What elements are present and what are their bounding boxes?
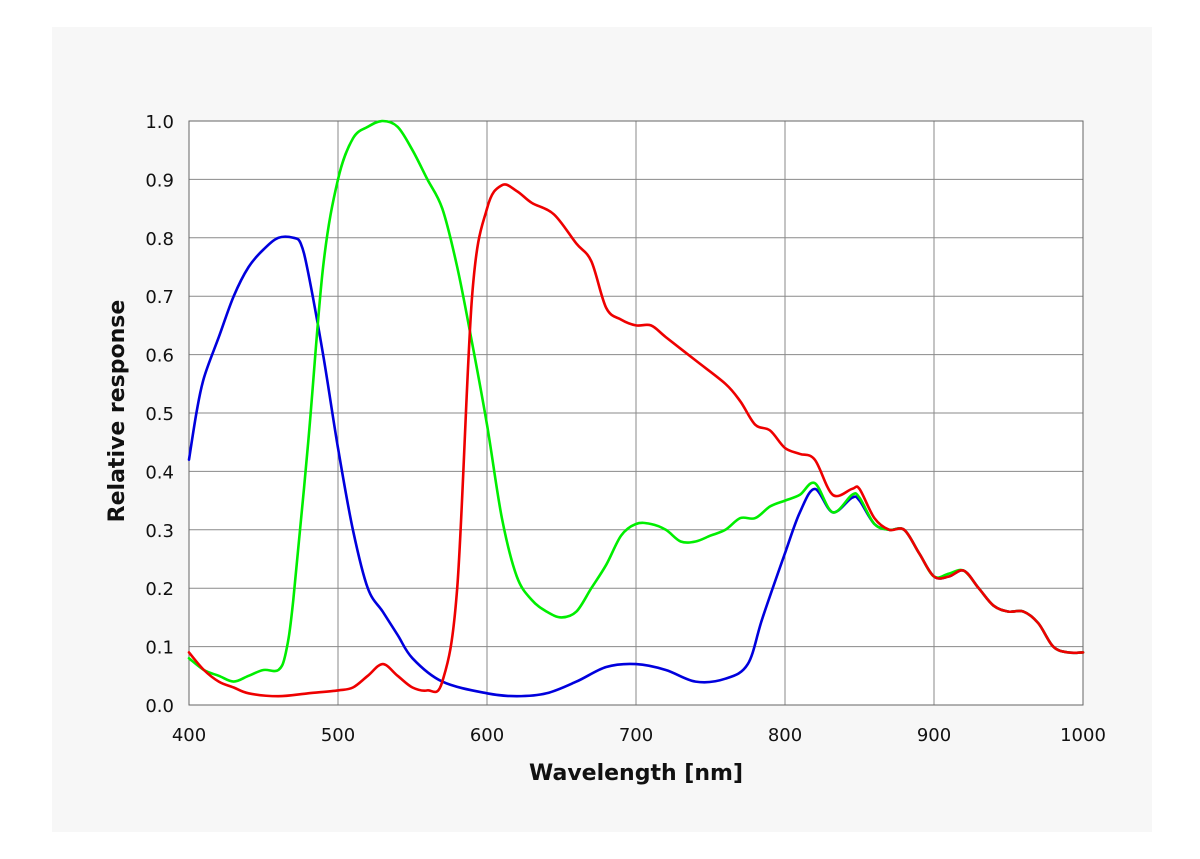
y-tick-label: 0.5 xyxy=(145,404,174,425)
x-tick-label: 800 xyxy=(768,725,802,746)
y-tick-label: 0.9 xyxy=(145,170,174,191)
y-tick-label: 0.7 xyxy=(145,287,174,308)
x-tick-label: 400 xyxy=(172,725,206,746)
y-tick-label: 0.3 xyxy=(145,521,174,542)
y-tick-label: 0.8 xyxy=(145,229,174,250)
tick-labels: 400 500 600 700 800 900 1000 0.0 0.1 0.2 0.3 0.4 0.5… xyxy=(145,112,1106,746)
series-line-red xyxy=(187,183,1085,698)
x-tick-label: 600 xyxy=(470,725,504,746)
grid-lines xyxy=(188,120,1084,706)
y-tick-label: 0.6 xyxy=(145,346,174,367)
y-tick-label: 0.4 xyxy=(145,462,174,483)
x-axis-title: Wavelength [nm] xyxy=(529,761,743,786)
y-tick-label: 0.2 xyxy=(145,579,174,600)
y-tick-label: 1.0 xyxy=(145,112,174,133)
y-axis-title: Relative response xyxy=(105,300,130,523)
series-lines xyxy=(187,119,1085,698)
x-tick-label: 1000 xyxy=(1060,725,1106,746)
plot-frame xyxy=(188,120,1084,706)
x-tick-label: 900 xyxy=(917,725,951,746)
x-tick-label: 700 xyxy=(619,725,653,746)
y-tick-label: 0.1 xyxy=(145,638,174,659)
x-tick-label: 500 xyxy=(321,725,355,746)
y-tick-label: 0.0 xyxy=(145,696,174,717)
